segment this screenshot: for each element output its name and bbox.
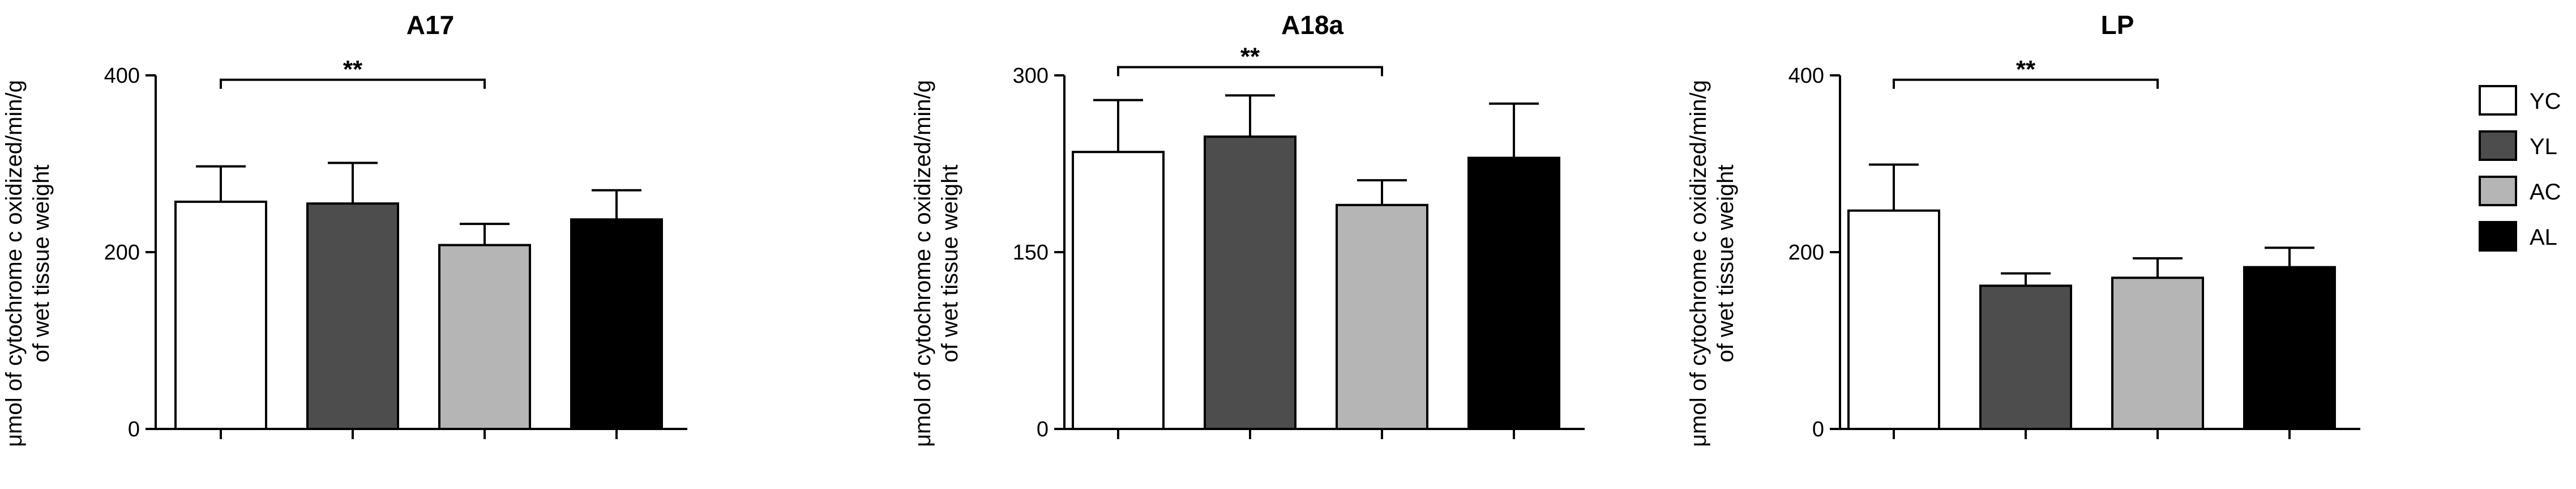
y-tick-label: 200 (1788, 241, 1824, 265)
significance-label: ** (343, 56, 363, 83)
y-tick-label: 0 (1037, 418, 1049, 441)
bar-yc (1847, 209, 1940, 430)
y-tick-label: 150 (1013, 241, 1049, 265)
bar-ac (2111, 277, 2204, 430)
legend-swatch-al (2479, 221, 2517, 252)
legend-label-al: AL (2530, 225, 2557, 250)
chart-panel-a18a: A18a μmol of cytochrome c oxidized/min/g… (910, 10, 1585, 447)
y-tick-label: 0 (1812, 418, 1824, 441)
legend-swatch-ac (2479, 176, 2517, 206)
bar-al (570, 218, 663, 430)
legend-swatch-yc (2479, 85, 2517, 116)
y-tick-label: 300 (1013, 64, 1049, 88)
y-axis-label-line2: of wet tissue weight (938, 164, 962, 362)
chart-panel-lp: LP μmol of cytochrome c oxidized/min/g o… (1686, 10, 2360, 447)
y-axis-label-line2: of wet tissue weight (29, 164, 54, 362)
bar-yl (1204, 135, 1296, 431)
y-tick-label: 400 (104, 64, 140, 88)
chart-title: A18a (1281, 10, 1343, 40)
bar-yc (174, 201, 267, 430)
legend: YC YL AC AL (2479, 85, 2561, 252)
bar-yl (1979, 284, 2072, 430)
y-axis-label-line1: μmol of cytochrome c oxidized/min/g (2, 80, 27, 447)
y-tick-label: 200 (104, 241, 140, 265)
y-axis-label-line2: of wet tissue weight (1713, 164, 1738, 362)
y-axis-label-line1: μmol of cytochrome c oxidized/min/g (910, 80, 935, 447)
legend-label-yc: YC (2530, 89, 2561, 114)
y-tick-label: 0 (128, 418, 140, 441)
significance-label: ** (2016, 56, 2036, 83)
legend-label-ac: AC (2530, 180, 2561, 205)
bar-al (1467, 156, 1560, 430)
y-axis-label-line1: μmol of cytochrome c oxidized/min/g (1686, 80, 1711, 447)
y-tick-label: 400 (1788, 64, 1824, 88)
significance-bracket (1117, 66, 1383, 76)
bar-yc (1072, 151, 1165, 430)
bar-al (2243, 266, 2336, 430)
bar-ac (438, 244, 531, 430)
bar-ac (1336, 203, 1428, 430)
legend-swatch-yl (2479, 130, 2517, 161)
legend-label-yl: YL (2530, 134, 2557, 159)
significance-bracket (220, 78, 486, 89)
chart-panel-a17: A17 μmol of cytochrome c oxidized/min/g … (2, 10, 687, 447)
chart-title: A17 (406, 10, 454, 40)
significance-bracket (1893, 78, 2159, 89)
chart-title: LP (2101, 10, 2134, 40)
bar-yl (306, 202, 399, 430)
significance-label: ** (1240, 42, 1260, 70)
